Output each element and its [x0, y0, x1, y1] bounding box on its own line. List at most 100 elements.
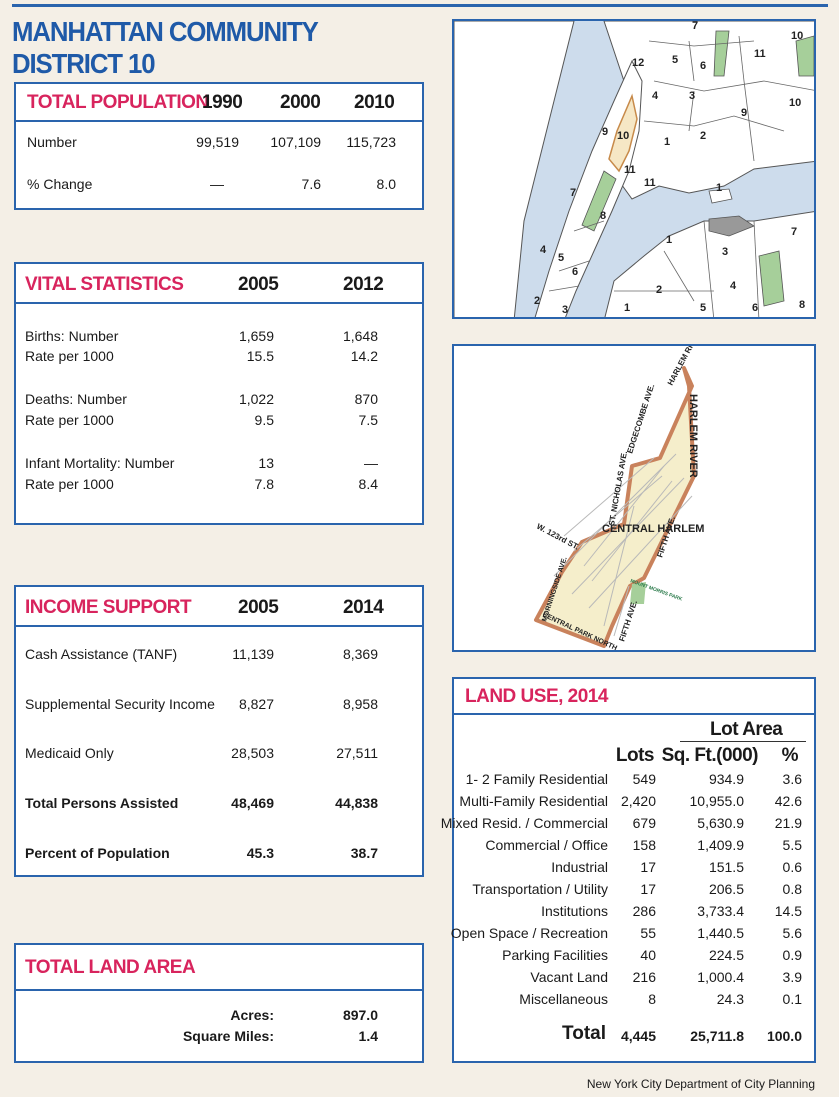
- svg-text:7: 7: [570, 187, 576, 199]
- land-use-row: Miscellaneous 8 24.3 0.1: [454, 991, 814, 1013]
- nj-land: [454, 21, 575, 317]
- infant-rate-2005: 7.8: [254, 476, 274, 492]
- income-percent-2005: 45.3: [246, 845, 274, 861]
- svg-text:8: 8: [799, 299, 805, 311]
- land-use-pct: 5.5: [782, 837, 802, 853]
- land-use-sqft: 224.5: [708, 947, 744, 963]
- births-rate-2005: 15.5: [246, 348, 274, 364]
- pop-2000: 107,109: [270, 134, 321, 150]
- deaths-rate-label: Rate per 1000: [25, 412, 114, 428]
- total-sqft: 25,711.8: [690, 1028, 744, 1044]
- pop-1990: 99,519: [196, 134, 239, 150]
- land-use-label: Commercial / Office: [485, 837, 608, 853]
- svg-text:CENTRAL HARLEM: CENTRAL HARLEM: [602, 523, 704, 535]
- infant-2005: 13: [258, 455, 274, 471]
- land-use-row: Multi-Family Residential 2,420 10,955.0 42.…: [454, 793, 814, 815]
- land-use-label: Miscellaneous: [519, 991, 608, 1007]
- land-use-pct: 21.9: [774, 815, 802, 831]
- income-percent-label: Percent of Population: [25, 845, 170, 861]
- year-1990: 1990: [202, 92, 243, 113]
- acres-value: 897.0: [342, 1007, 378, 1023]
- change-2010: 8.0: [376, 176, 396, 192]
- income-total-2005: 48,469: [231, 795, 274, 811]
- svg-text:8: 8: [600, 210, 606, 222]
- land-use-lots: 286: [632, 903, 656, 919]
- page-title: MANHATTAN COMMUNITY DISTRICT 10: [12, 16, 318, 79]
- income-row-2005: 11,139: [232, 646, 274, 662]
- svg-text:1: 1: [664, 136, 670, 148]
- land-use-label: Transportation / Utility: [472, 881, 608, 897]
- year-2000: 2000: [280, 92, 321, 113]
- income-row-label: Cash Assistance (TANF): [25, 646, 178, 662]
- population-header: TOTAL POPULATION 1990 2000 2010: [16, 84, 422, 122]
- year-2005: 2005: [238, 597, 279, 618]
- deaths-rate-2005: 9.5: [254, 412, 274, 428]
- district-detail-map: HARLEM RIVER DR. EDGECOMBE AVE. HARLEM R…: [452, 344, 816, 652]
- sqft-header: Sq. Ft.(000): [661, 745, 759, 766]
- land-use-sqft: 1,440.5: [697, 925, 744, 941]
- land-use-lots: 216: [632, 969, 656, 985]
- svg-text:6: 6: [700, 60, 706, 72]
- income-row-2005: 28,503: [231, 745, 274, 761]
- svg-text:6: 6: [572, 266, 578, 278]
- svg-text:6: 6: [752, 302, 758, 314]
- land-use-lots: 2,420: [620, 793, 656, 809]
- income-support-box: INCOME SUPPORT 2005 2014 Cash Assistance…: [14, 585, 424, 877]
- svg-text:4: 4: [652, 90, 659, 102]
- street-grid: [553, 453, 693, 637]
- detail-map-svg: HARLEM RIVER DR. EDGECOMBE AVE. HARLEM R…: [454, 346, 814, 650]
- vital-header: VITAL STATISTICS 2005 2012: [16, 264, 422, 304]
- land-use-label: Industrial: [551, 859, 608, 875]
- land-use-row: Industrial 17 151.5 0.6: [454, 859, 814, 881]
- svg-text:1: 1: [666, 234, 672, 246]
- land-use-row: Commercial / Office 158 1,409.9 5.5: [454, 837, 814, 859]
- airport: [708, 215, 755, 237]
- land-use-row: Open Space / Recreation 55 1,440.5 5.6: [451, 925, 814, 947]
- land-use-row: Vacant Land 216 1,000.4 3.9: [454, 969, 814, 991]
- credit: New York City Department of City Plannin…: [586, 1077, 815, 1091]
- lot-area-header: Lot Area: [710, 719, 783, 740]
- income-row-label: Medicaid Only: [25, 745, 114, 761]
- land-use-pct: 0.1: [782, 991, 802, 1007]
- svg-text:2: 2: [700, 130, 706, 142]
- svg-text:10: 10: [791, 30, 803, 42]
- island: [708, 188, 733, 204]
- land-use-box: LAND USE, 2014 Lot Area Lots Sq. Ft.(000…: [441, 677, 816, 1063]
- land-use-pct: 3.6: [782, 771, 802, 787]
- acres-label: Acres:: [230, 1007, 274, 1023]
- land-use-lots: 17: [640, 859, 656, 875]
- income-row-2014: 27,511: [336, 745, 378, 761]
- land-use-label: Multi-Family Residential: [459, 793, 608, 809]
- income-row-2014: 8,369: [342, 646, 378, 662]
- population-box: TOTAL POPULATION 1990 2000 2010 Number 9…: [14, 82, 424, 210]
- population-heading: TOTAL POPULATION: [27, 92, 209, 113]
- land-use-row: Parking Facilities 40 224.5 0.9: [454, 947, 814, 969]
- infant-rate-label: Rate per 1000: [25, 476, 114, 492]
- land-use-header: LAND USE, 2014: [454, 679, 814, 715]
- svg-text:3: 3: [722, 246, 728, 258]
- svg-text:7: 7: [692, 21, 698, 32]
- svg-text:7: 7: [791, 226, 797, 238]
- svg-text:HARLEM RIVER: HARLEM RIVER: [687, 394, 699, 478]
- lot-area-rule: [680, 741, 806, 742]
- central-park: [581, 170, 617, 232]
- total-label: Total: [562, 1023, 606, 1044]
- pct-header: %: [781, 745, 799, 766]
- land-use-sqft: 151.5: [708, 859, 744, 875]
- svg-text:2: 2: [656, 284, 662, 296]
- land-area-box: TOTAL LAND AREA Acres: 897.0 Square Mile…: [14, 943, 424, 1063]
- vital-stats-box: VITAL STATISTICS 2005 2012 Births: Numbe…: [14, 262, 424, 525]
- svg-text:9: 9: [602, 126, 608, 138]
- land-use-pct: 42.6: [774, 793, 802, 809]
- land-use-row: Institutions 286 3,733.4 14.5: [454, 903, 814, 925]
- land-use-row: 1- 2 Family Residential 549 934.9 3.6: [454, 771, 814, 793]
- year-2005: 2005: [238, 274, 279, 295]
- svg-text:3: 3: [689, 90, 695, 102]
- income-total-label: Total Persons Assisted: [25, 795, 179, 811]
- land-use-pct: 14.5: [774, 903, 802, 919]
- births-rate-2012: 14.2: [350, 348, 378, 364]
- queens-park: [758, 250, 785, 307]
- land-use-sqft: 1,409.9: [697, 837, 744, 853]
- vital-heading: VITAL STATISTICS: [25, 274, 184, 295]
- svg-text:1: 1: [716, 182, 722, 194]
